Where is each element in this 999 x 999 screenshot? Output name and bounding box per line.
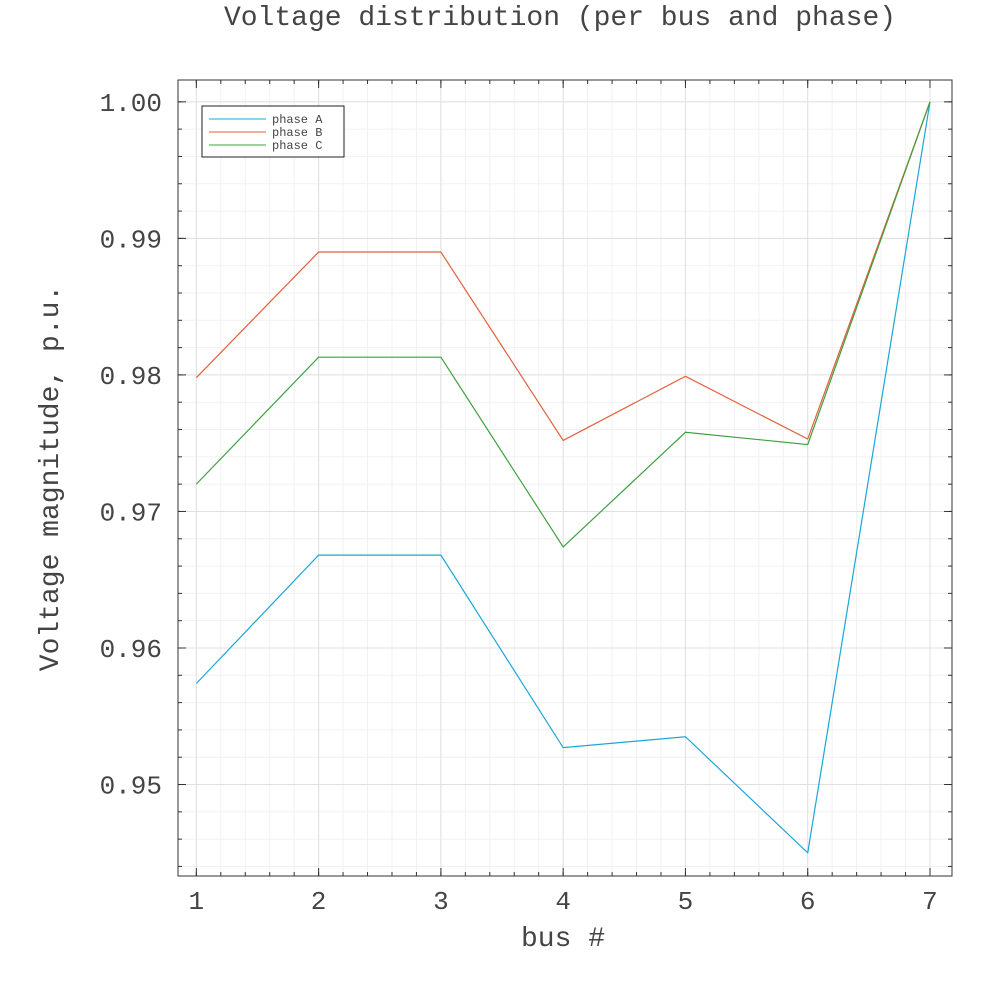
tick-labels: 1 2 3 4 5 6 7 0.95 0.96 0.97 0.98 0.99 1.00 — [100, 89, 938, 917]
y-tick-label: 0.96 — [100, 635, 162, 665]
plot-frame — [177, 79, 953, 877]
legend-label-phase-c: phase C — [272, 139, 322, 153]
legend-label-phase-b: phase B — [272, 126, 322, 140]
x-tick-label: 1 — [189, 887, 205, 917]
y-tick-label: 0.99 — [100, 225, 162, 255]
axis-ticks — [178, 80, 952, 876]
series-line-phase-c — [195, 101, 931, 548]
x-tick-label: 5 — [678, 887, 694, 917]
series-line-phase-a — [195, 101, 931, 855]
x-tick-label: 2 — [311, 887, 327, 917]
x-axis-label: bus # — [521, 924, 605, 955]
x-tick-label: 6 — [800, 887, 816, 917]
x-tick-label: 4 — [555, 887, 571, 917]
y-tick-label: 0.95 — [100, 772, 162, 802]
y-tick-label: 0.98 — [100, 362, 162, 392]
grid — [178, 80, 952, 876]
y-tick-label: 1.00 — [100, 89, 162, 119]
legend-label-phase-a: phase A — [272, 113, 323, 127]
chart-title: Voltage distribution (per bus and phase) — [224, 3, 896, 34]
series-lines — [195, 101, 931, 855]
x-tick-label: 3 — [433, 887, 449, 917]
y-axis-label: Voltage magnitude, p.u. — [36, 285, 67, 671]
series-line-phase-b — [195, 101, 931, 442]
y-tick-label: 0.97 — [100, 498, 162, 528]
x-tick-label: 7 — [922, 887, 938, 917]
